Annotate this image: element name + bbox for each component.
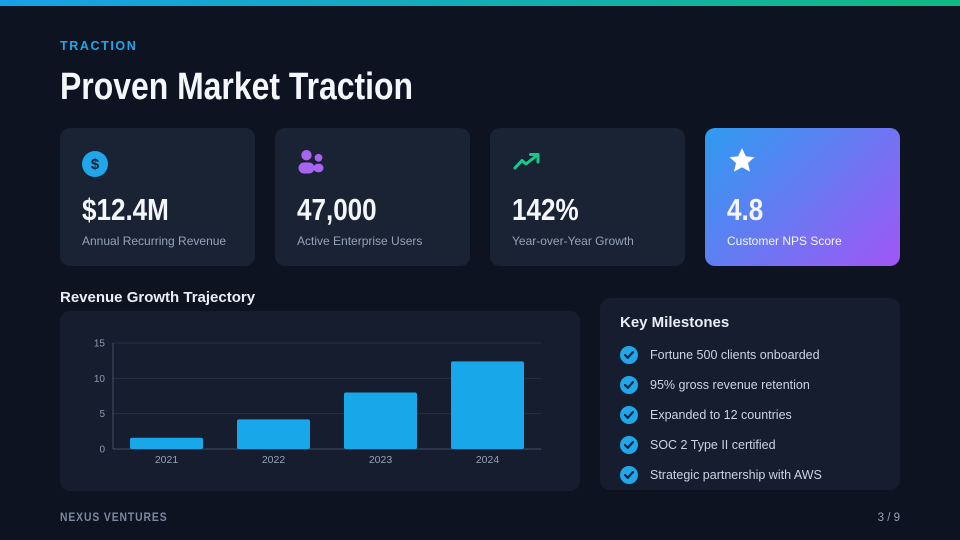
milestones-title: Key Milestones bbox=[620, 314, 730, 331]
stat-value: 4.8 bbox=[727, 192, 764, 227]
stat-label: Year-over-Year Growth bbox=[512, 234, 634, 248]
page-number: 3 / 9 bbox=[877, 512, 900, 524]
bar-2022 bbox=[237, 419, 310, 449]
star-icon bbox=[727, 147, 757, 181]
section-eyebrow: TRACTION bbox=[60, 39, 138, 53]
milestone-text: Expanded to 12 countries bbox=[650, 408, 792, 422]
y-tick-label: 0 bbox=[99, 445, 105, 456]
stat-value: 47,000 bbox=[297, 192, 377, 227]
milestone-item: Fortune 500 clients onboarded bbox=[620, 340, 880, 370]
revenue-bar-chart: 0 5 10 15 2021 2022 2023 2024 bbox=[94, 339, 541, 466]
stat-label: Annual Recurring Revenue bbox=[82, 234, 227, 248]
check-icon bbox=[620, 466, 638, 484]
y-tick-label: 15 bbox=[94, 339, 106, 350]
revenue-chart-panel: 0 5 10 15 2021 2022 2023 2024 bbox=[60, 311, 580, 491]
top-accent-bar bbox=[0, 0, 960, 6]
slide-footer: NEXUS VENTURES 3 / 9 bbox=[60, 512, 900, 524]
bar-2021 bbox=[130, 437, 203, 449]
milestone-list: Fortune 500 clients onboarded 95% gross … bbox=[620, 340, 880, 490]
stat-card-growth: 142% Year-over-Year Growth bbox=[490, 128, 685, 266]
milestones-panel: Key Milestones Fortune 500 clients onboa… bbox=[600, 298, 900, 490]
trending-up-icon bbox=[512, 150, 542, 179]
stat-value: 142% bbox=[512, 192, 579, 227]
users-icon bbox=[297, 149, 327, 180]
bar-2024 bbox=[451, 361, 524, 449]
slide-content: TRACTION Proven Market Traction $ $12.4M… bbox=[0, 39, 960, 491]
stat-card-arr: $ $12.4M Annual Recurring Revenue bbox=[60, 128, 255, 266]
stat-label: Customer NPS Score bbox=[727, 234, 842, 248]
y-tick-label: 5 bbox=[99, 409, 105, 420]
stats-row: $ $12.4M Annual Recurring Revenue 47,000… bbox=[60, 128, 900, 266]
check-icon bbox=[620, 376, 638, 394]
milestone-text: 95% gross revenue retention bbox=[650, 378, 810, 392]
check-icon bbox=[620, 436, 638, 454]
milestone-item: Expanded to 12 countries bbox=[620, 400, 880, 430]
page-title: Proven Market Traction bbox=[60, 66, 414, 108]
milestones-section: Key Milestones Fortune 500 clients onboa… bbox=[600, 289, 900, 491]
milestone-text: Fortune 500 clients onboarded bbox=[650, 348, 820, 362]
x-tick-label: 2023 bbox=[369, 454, 393, 466]
milestone-text: SOC 2 Type II certified bbox=[650, 438, 776, 452]
check-icon bbox=[620, 406, 638, 424]
stat-label: Active Enterprise Users bbox=[297, 234, 423, 248]
stat-card-users: 47,000 Active Enterprise Users bbox=[275, 128, 470, 266]
x-tick-label: 2021 bbox=[155, 454, 179, 466]
stat-value: $12.4M bbox=[82, 192, 169, 227]
milestone-item: 95% gross revenue retention bbox=[620, 370, 880, 400]
x-tick-label: 2022 bbox=[262, 454, 286, 466]
stat-card-nps: 4.8 Customer NPS Score bbox=[705, 128, 900, 266]
bar-2023 bbox=[344, 392, 417, 449]
company-name: NEXUS VENTURES bbox=[60, 512, 168, 524]
x-tick-label: 2024 bbox=[476, 454, 500, 466]
chart-title: Revenue Growth Trajectory bbox=[60, 289, 256, 306]
check-icon bbox=[620, 346, 638, 364]
y-tick-label: 10 bbox=[94, 374, 106, 385]
milestone-item: SOC 2 Type II certified bbox=[620, 430, 880, 460]
milestone-text: Strategic partnership with AWS bbox=[650, 468, 822, 482]
revenue-chart-section: Revenue Growth Trajectory 0 5 10 15 2021 2022… bbox=[60, 289, 580, 491]
dollar-icon: $ bbox=[82, 151, 108, 177]
bottom-row: Revenue Growth Trajectory 0 5 10 15 2021 2022… bbox=[60, 289, 900, 491]
milestone-item: Strategic partnership with AWS bbox=[620, 460, 880, 490]
